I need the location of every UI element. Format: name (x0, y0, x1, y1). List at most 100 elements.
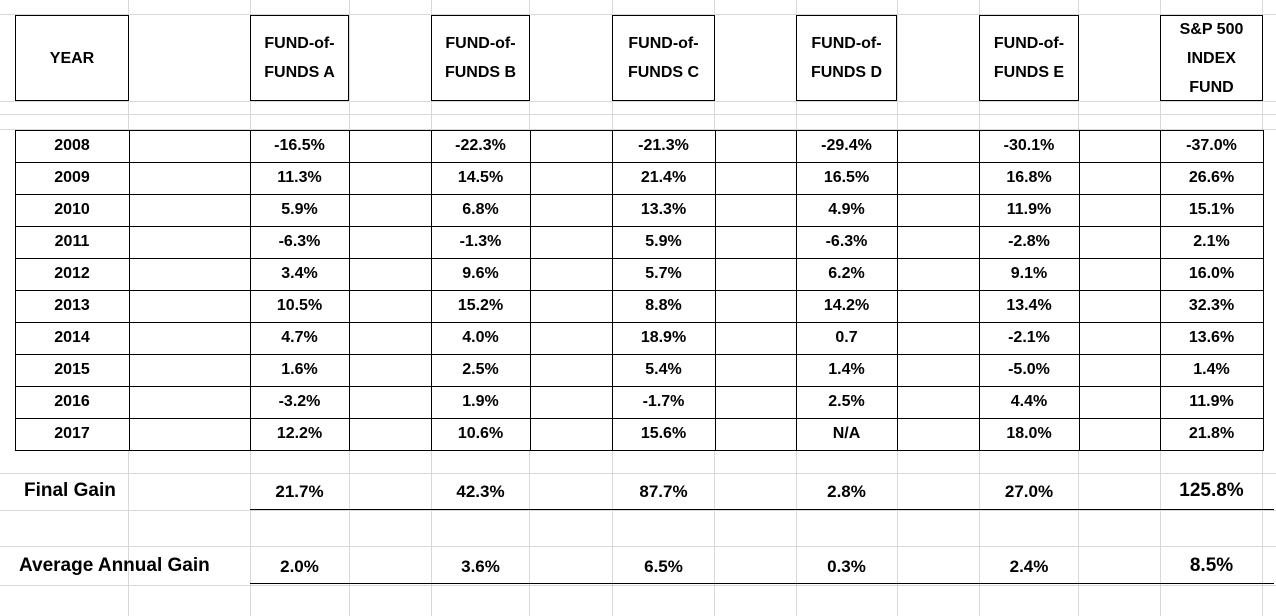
avg-gain-fund-d: 0.3% (827, 557, 866, 576)
cell-sp500: -37.0% (1186, 137, 1237, 154)
cell-fund-e: -5.0% (1008, 361, 1050, 378)
avg-gain-fund-a: 2.0% (280, 557, 319, 576)
cell-year: 2011 (54, 233, 90, 250)
cell-fund-b: 4.0% (462, 329, 499, 346)
cell-sp500: 2.1% (1193, 233, 1230, 250)
avg-gain-sp500: 8.5% (1189, 555, 1234, 576)
cell-year: 2014 (54, 329, 90, 346)
cell-fund-b: 14.5% (457, 169, 504, 186)
cell-fund-d: 16.5% (823, 169, 870, 186)
cell-fund-b: 6.8% (462, 201, 499, 218)
cell-fund-c: -21.3% (638, 137, 689, 154)
cell-sp500: 11.9% (1189, 393, 1234, 410)
avg-gain-fund-c: 6.5% (644, 557, 683, 576)
final-gain-fund-b: 42.3% (456, 482, 505, 501)
header-fund-a: FUND-of-FUNDS A (250, 15, 349, 101)
cell-fund-a: -6.3% (278, 233, 321, 250)
cell-fund-b: 9.6% (462, 265, 499, 282)
cell-fund-e: 11.9% (1006, 201, 1052, 218)
cell-sp500: 16.0% (1188, 265, 1235, 282)
table-row: 2016 -3.2% 1.9% -1.7% 2.5% 4.4% 11.9% (15, 386, 1272, 418)
header-fund-a-label: FUND-of-FUNDS A (264, 35, 335, 81)
cell-fund-a: 11.3% (277, 169, 322, 186)
table-row: 2011 -6.3% -1.3% 5.9% -6.3% -2.8% 2.1% (15, 226, 1272, 258)
cell-fund-a: 10.5% (276, 297, 323, 314)
cell-year: 2012 (54, 265, 90, 282)
cell-sp500: 21.8% (1188, 425, 1235, 442)
cell-fund-c: -1.7% (642, 393, 685, 410)
average-gain-underline (250, 583, 1274, 584)
cell-fund-d: 4.9% (828, 201, 865, 218)
header-sp500-label: S&P 500 INDEX FUND (1179, 20, 1244, 96)
final-gain-label: Final Gain (24, 480, 116, 501)
cell-fund-c: 5.7% (645, 265, 682, 282)
cell-fund-a: 12.2% (276, 425, 323, 442)
cell-fund-b: 2.5% (462, 361, 499, 378)
data-table-body: 2008 -16.5% -22.3% -21.3% -29.4% -30.1% -37.0%… (15, 130, 1272, 451)
cell-fund-e: 13.4% (1006, 297, 1052, 314)
header-year: YEAR (15, 15, 129, 101)
cell-year: 2015 (54, 361, 90, 378)
header-year-label: YEAR (49, 49, 95, 67)
cell-fund-e: -2.8% (1008, 233, 1050, 250)
avg-gain-fund-b: 3.6% (461, 557, 500, 576)
cell-year: 2017 (54, 425, 90, 442)
cell-fund-b: -1.3% (459, 233, 502, 250)
cell-sp500: 13.6% (1188, 329, 1235, 346)
header-fund-b: FUND-of-FUNDS B (431, 15, 530, 101)
average-annual-gain-label: Average Annual Gain (19, 555, 210, 576)
cell-fund-d: 2.5% (828, 393, 865, 410)
table-row: 2017 12.2% 10.6% 15.6% N/A 18.0% 21.8% (15, 418, 1272, 450)
cell-fund-b: 1.9% (462, 393, 499, 410)
final-gain-fund-d: 2.8% (827, 482, 866, 501)
table-row: 2014 4.7% 4.0% 18.9% 0.7 -2.1% 13.6% (15, 322, 1272, 354)
cell-fund-a: -3.2% (278, 393, 321, 410)
cell-fund-d: -29.4% (821, 137, 872, 154)
cell-fund-d: -6.3% (825, 233, 868, 250)
table-row: 2008 -16.5% -22.3% -21.3% -29.4% -30.1% -37.0% (15, 130, 1272, 162)
final-gain-fund-e: 27.0% (1004, 482, 1054, 501)
cell-fund-c: 21.4% (640, 169, 687, 186)
cell-fund-e: 16.8% (1006, 169, 1052, 186)
table-row: 2009 11.3% 14.5% 21.4% 16.5% 16.8% 26.6% (15, 162, 1272, 194)
cell-fund-e: 18.0% (1006, 425, 1052, 442)
cell-fund-d: 1.4% (828, 361, 865, 378)
cell-year: 2010 (54, 201, 90, 218)
table-row: 2015 1.6% 2.5% 5.4% 1.4% -5.0% 1.4% (15, 354, 1272, 386)
cell-fund-e: -2.1% (1008, 329, 1050, 346)
cell-sp500: 32.3% (1188, 297, 1235, 314)
cell-fund-a: -16.5% (274, 137, 325, 154)
cell-fund-a: 1.6% (281, 361, 318, 378)
header-fund-d-label: FUND-of-FUNDS D (810, 35, 883, 81)
header-fund-e: FUND-of-FUNDS E (979, 15, 1079, 101)
final-gain-sp500: 125.8% (1179, 480, 1244, 501)
cell-fund-e: -30.1% (1003, 137, 1055, 154)
header-fund-e-label: FUND-of-FUNDS E (993, 35, 1065, 81)
final-gain-underline (250, 509, 1274, 510)
cell-fund-d: 14.2% (823, 297, 870, 314)
cell-fund-b: 15.2% (457, 297, 504, 314)
cell-sp500: 15.1% (1188, 201, 1235, 218)
final-gain-fund-a: 21.7% (275, 482, 324, 501)
cell-fund-c: 18.9% (640, 329, 687, 346)
cell-fund-a: 3.4% (281, 265, 318, 282)
cell-year: 2008 (54, 137, 90, 154)
cell-fund-e: 4.4% (1010, 393, 1048, 410)
cell-fund-b: -22.3% (455, 137, 506, 154)
cell-fund-b: 10.6% (457, 425, 504, 442)
table-row: 2012 3.4% 9.6% 5.7% 6.2% 9.1% 16.0% (15, 258, 1272, 290)
cell-fund-a: 4.7% (281, 329, 318, 346)
cell-year: 2016 (54, 393, 90, 410)
cell-fund-e: 9.1% (1010, 265, 1048, 282)
final-gain-fund-c: 87.7% (639, 482, 688, 501)
header-fund-d: FUND-of-FUNDS D (796, 15, 897, 101)
avg-gain-fund-e: 2.4% (1009, 557, 1049, 576)
cell-fund-c: 15.6% (640, 425, 687, 442)
header-fund-c: FUND-of-FUNDS C (612, 15, 715, 101)
table-row: 2013 10.5% 15.2% 8.8% 14.2% 13.4% 32.3% (15, 290, 1272, 322)
cell-fund-d: 6.2% (828, 265, 865, 282)
header-fund-c-label: FUND-of-FUNDS C (627, 35, 700, 81)
cell-sp500: 26.6% (1188, 169, 1235, 186)
cell-year: 2009 (54, 169, 90, 186)
header-sp500: S&P 500 INDEX FUND (1160, 15, 1263, 101)
